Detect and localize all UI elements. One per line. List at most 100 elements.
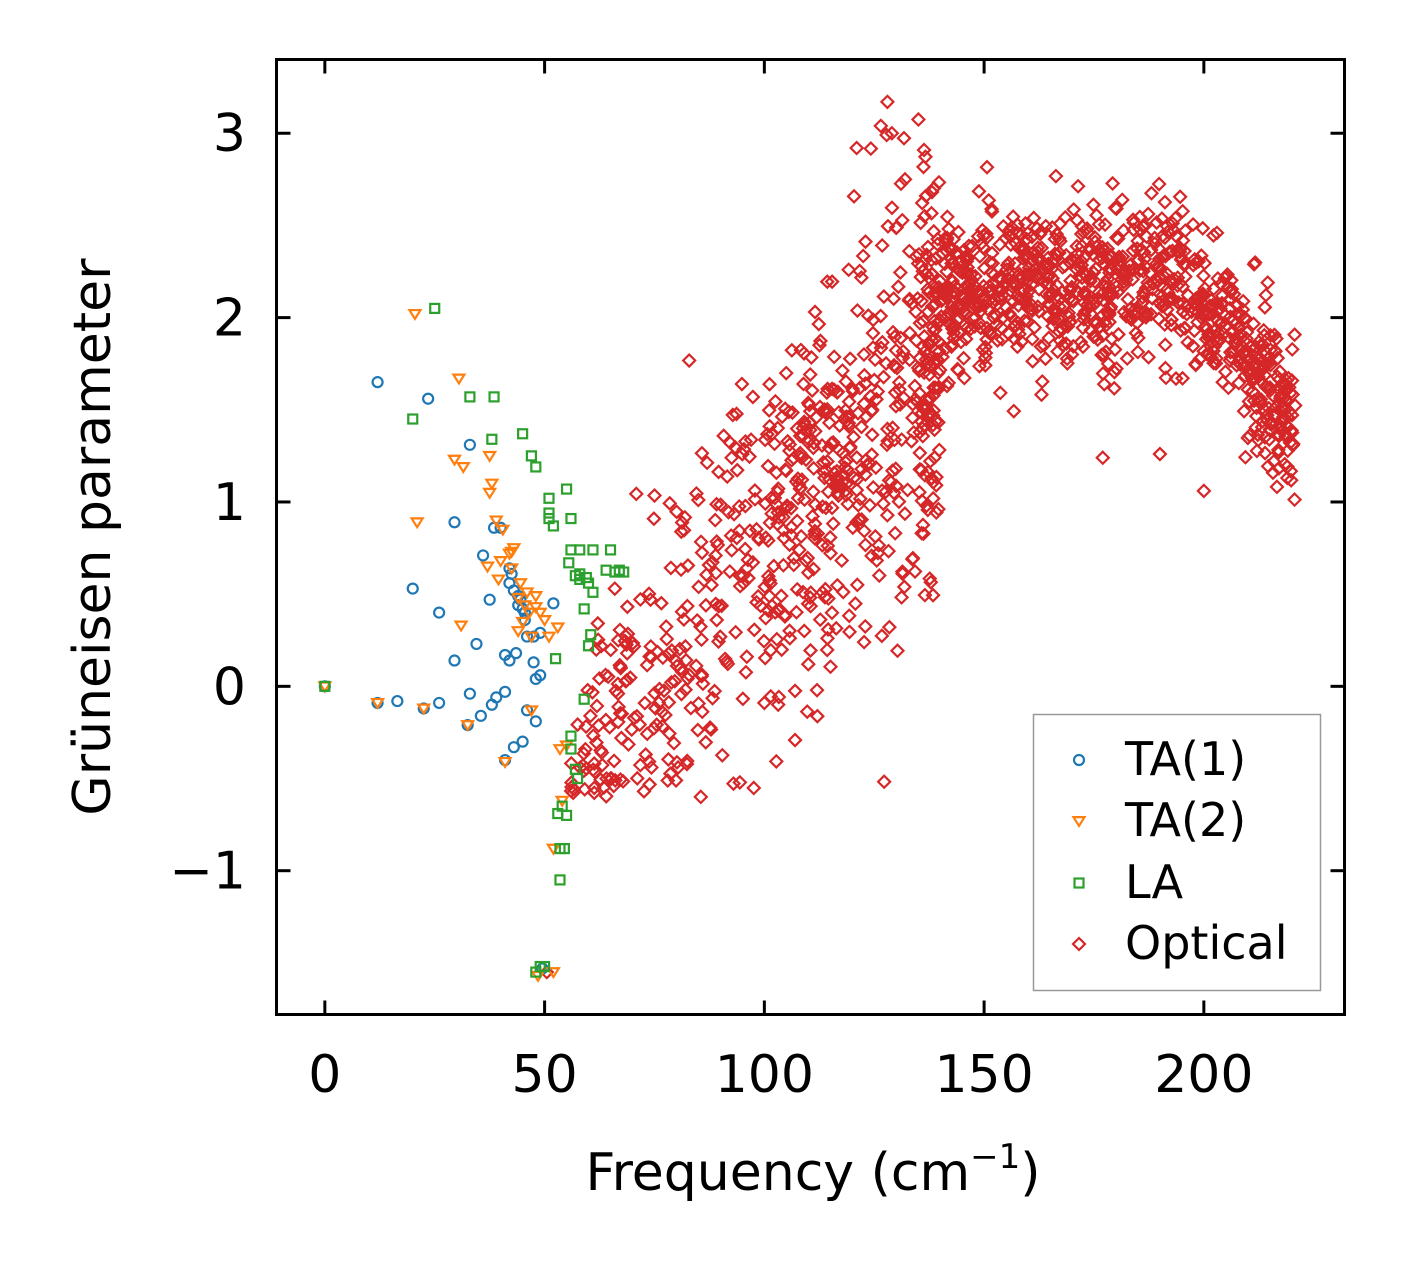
data-point — [1272, 364, 1288, 380]
data-point — [594, 745, 610, 761]
data-point — [451, 373, 467, 386]
data-point — [1236, 403, 1252, 419]
data-point — [978, 345, 994, 361]
data-point — [694, 445, 710, 461]
data-point — [1124, 262, 1141, 278]
data-point — [1109, 261, 1125, 277]
data-point — [409, 517, 425, 530]
x-axis-label: Frequency (cm−1) — [585, 1137, 1040, 1203]
data-point — [1195, 268, 1212, 284]
data-point — [924, 287, 941, 303]
legend-label-ta1: TA(1) — [1124, 732, 1246, 786]
data-point — [552, 744, 568, 757]
data-point — [558, 842, 570, 855]
data-point — [876, 289, 892, 305]
data-point — [1086, 265, 1102, 281]
data-point — [792, 445, 808, 461]
data-point — [774, 642, 790, 658]
data-point — [796, 492, 813, 508]
data-point — [662, 766, 679, 782]
data-point — [470, 637, 483, 651]
data-point — [1125, 212, 1141, 228]
data-point — [817, 589, 833, 605]
data-point — [688, 658, 704, 674]
data-point — [1051, 230, 1067, 247]
data-point — [611, 699, 627, 715]
data-point — [1175, 296, 1191, 312]
data-point — [1287, 492, 1303, 508]
data-point — [856, 523, 872, 539]
data-point — [777, 462, 793, 478]
data-point — [677, 638, 693, 654]
data-point — [905, 396, 921, 412]
data-point — [922, 351, 938, 368]
data-point — [1083, 270, 1099, 286]
data-point — [800, 565, 816, 581]
data-point — [1030, 250, 1047, 266]
data-point — [694, 545, 710, 561]
data-point — [915, 313, 931, 329]
data-point — [1185, 216, 1201, 233]
data-point — [1266, 407, 1282, 423]
data-point — [1222, 291, 1238, 307]
data-point — [1076, 295, 1092, 311]
data-point — [587, 586, 599, 598]
data-point — [1206, 281, 1222, 297]
data-point — [923, 205, 940, 221]
data-point — [606, 753, 622, 769]
data-point — [983, 201, 1000, 217]
data-point — [643, 759, 659, 776]
data-point — [1037, 351, 1054, 367]
data-point — [849, 140, 865, 156]
data-point — [787, 732, 803, 748]
data-point — [946, 330, 962, 346]
data-point — [956, 370, 972, 386]
data-point — [534, 669, 547, 682]
data-point — [693, 789, 709, 805]
data-point — [1203, 350, 1219, 366]
data-point — [550, 622, 566, 635]
data-point — [874, 237, 890, 254]
data-point — [778, 365, 794, 381]
data-point — [718, 654, 735, 670]
data-point — [672, 641, 688, 657]
data-point — [846, 429, 862, 445]
data-point — [486, 433, 498, 445]
data-point — [825, 516, 841, 532]
data-point — [879, 507, 895, 523]
series-la — [319, 302, 630, 978]
data-point — [729, 530, 745, 546]
data-point — [819, 453, 835, 470]
data-point — [946, 325, 962, 341]
data-point — [934, 246, 950, 262]
data-point — [907, 563, 923, 580]
data-point — [975, 289, 991, 305]
data-point — [841, 262, 857, 278]
data-point — [920, 502, 936, 518]
data-point — [864, 427, 880, 443]
data-point — [990, 290, 1006, 306]
data-point — [1245, 316, 1262, 332]
data-point — [1158, 370, 1174, 386]
data-point — [448, 516, 461, 529]
data-point — [1026, 210, 1042, 226]
data-point — [1085, 197, 1101, 213]
data-point — [977, 339, 993, 355]
data-point — [590, 632, 606, 648]
data-point — [565, 785, 581, 801]
data-point — [1238, 330, 1254, 347]
data-point — [667, 673, 683, 689]
data-point — [745, 554, 761, 570]
data-point — [976, 227, 992, 244]
data-point — [915, 517, 931, 533]
data-point — [1042, 267, 1058, 283]
data-point — [1038, 218, 1054, 234]
data-point — [746, 622, 762, 638]
data-point — [1205, 227, 1222, 244]
data-point — [891, 494, 907, 510]
data-point — [479, 561, 495, 574]
data-point — [1094, 347, 1110, 363]
data-point — [915, 159, 932, 175]
data-point — [849, 302, 865, 319]
plot-frame — [275, 58, 1346, 1016]
